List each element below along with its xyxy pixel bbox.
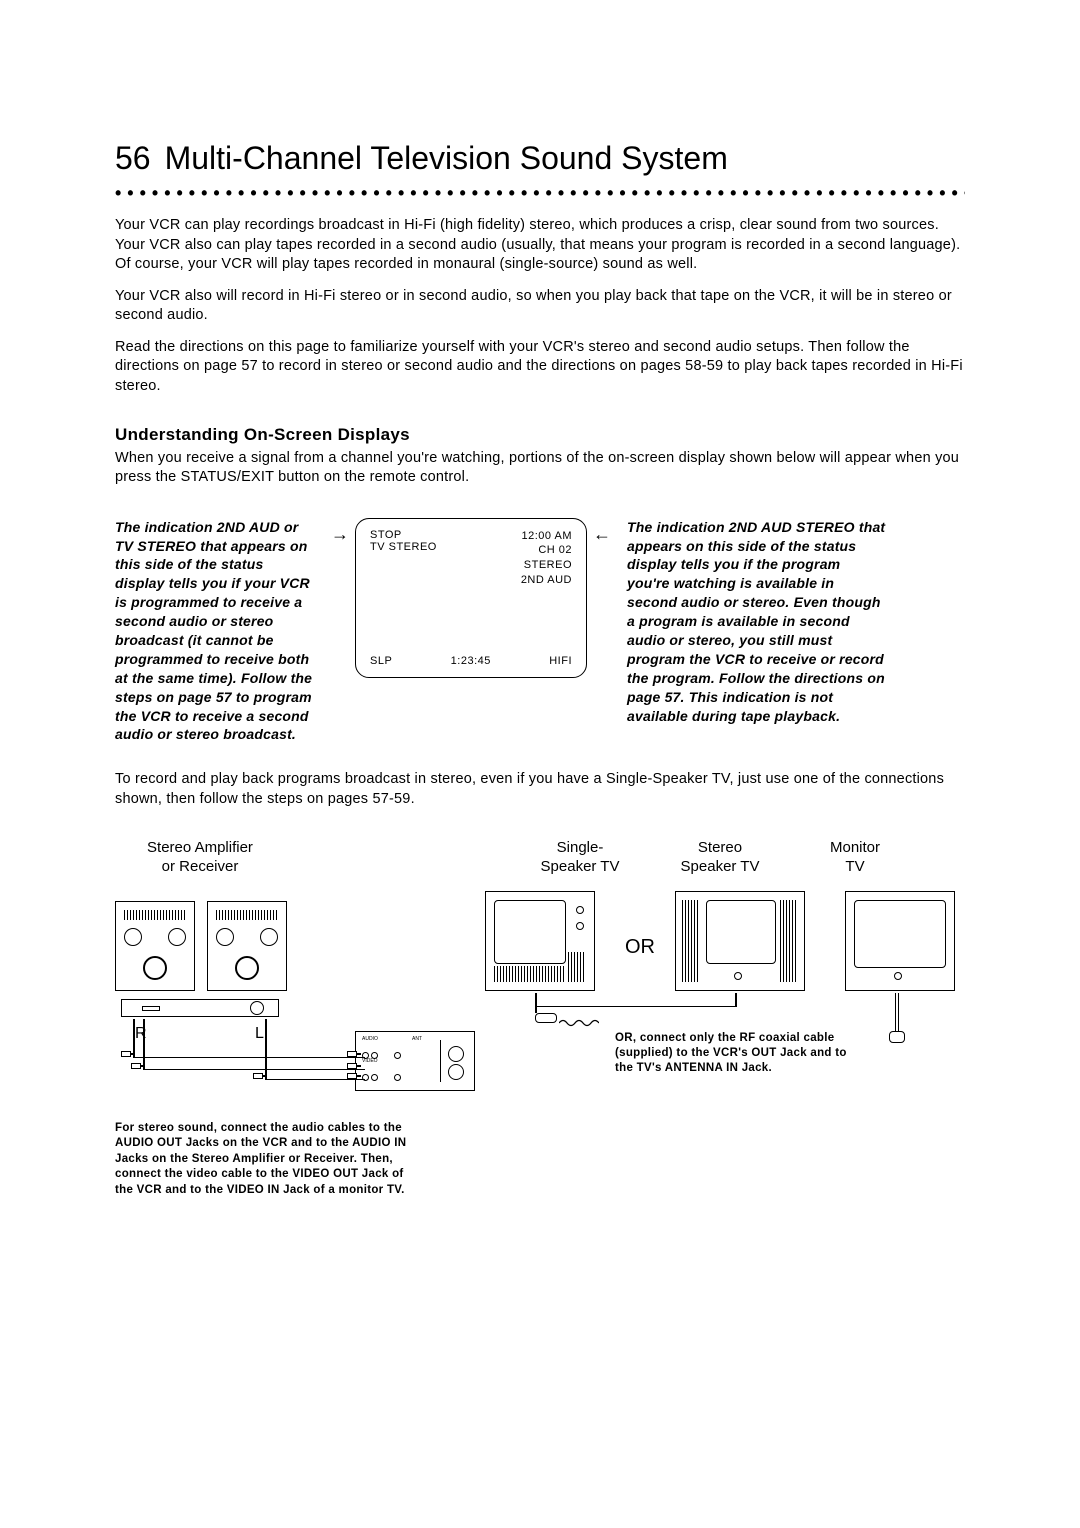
stereo-tv-icon <box>675 891 805 991</box>
osd-channel: CH 02 <box>521 543 572 558</box>
page-header: 56 Multi-Channel Television Sound System <box>115 140 965 177</box>
arrow-left-icon: ← <box>593 524 611 545</box>
on-screen-display: STOP TV STEREO 12:00 AM CH 02 STEREO 2ND… <box>355 518 587 678</box>
osd-slp: SLP <box>370 655 392 667</box>
left-callout: The indication 2ND AUD or TV STEREO that… <box>115 518 325 745</box>
section-heading: Understanding On-Screen Displays <box>115 425 965 445</box>
left-caption: For stereo sound, connect the audio cabl… <box>115 1121 425 1199</box>
or-label: OR <box>625 936 655 959</box>
monitor-tv-icon <box>845 891 955 991</box>
osd-time: 12:00 AM <box>521 529 572 544</box>
after-osd-paragraph: To record and play back programs broadca… <box>115 770 965 809</box>
l-label: L <box>255 1025 264 1043</box>
osd-counter: 1:23:45 <box>451 655 491 667</box>
dotted-rule: ••••••••••••••••••••••••••••••••••••••••… <box>115 183 965 204</box>
label-single-tv: Single-Speaker TV <box>515 839 645 877</box>
vcr-icon: AUDIO ANT VIDEO <box>355 1031 475 1091</box>
r-label: R <box>135 1025 147 1043</box>
section-intro: When you receive a signal from a channel… <box>115 449 965 488</box>
intro-paragraph-2: Your VCR also will record in Hi-Fi stere… <box>115 287 965 326</box>
osd-annotation-row: The indication 2ND AUD or TV STEREO that… <box>115 518 965 745</box>
coax-note: OR, connect only the RF coaxial cable (s… <box>615 1031 865 1076</box>
label-amplifier: Stereo Amplifieror Receiver <box>115 839 285 877</box>
osd-stop: STOP <box>370 529 437 541</box>
label-monitor-tv: MonitorTV <box>795 839 915 877</box>
right-callout: The indication 2ND AUD STEREO that appea… <box>617 518 887 726</box>
page-number: 56 <box>115 140 151 177</box>
page-title: Multi-Channel Television Sound System <box>165 140 728 177</box>
amplifier-right-icon <box>207 901 287 991</box>
intro-paragraph-3: Read the directions on this page to fami… <box>115 338 965 397</box>
osd-stereo: STEREO <box>521 558 572 573</box>
diagram-labels-row: Stereo Amplifieror Receiver Single-Speak… <box>115 839 965 877</box>
osd-tvstereo: TV STEREO <box>370 541 437 553</box>
amplifier-left-icon <box>115 901 195 991</box>
label-stereo-tv: StereoSpeaker TV <box>645 839 795 877</box>
intro-paragraph-1: Your VCR can play recordings broadcast i… <box>115 216 965 275</box>
osd-2ndaud: 2ND AUD <box>521 573 572 588</box>
arrow-right-icon: → <box>331 524 349 545</box>
osd-hifi: HIFI <box>549 655 572 667</box>
single-tv-icon <box>485 891 595 991</box>
